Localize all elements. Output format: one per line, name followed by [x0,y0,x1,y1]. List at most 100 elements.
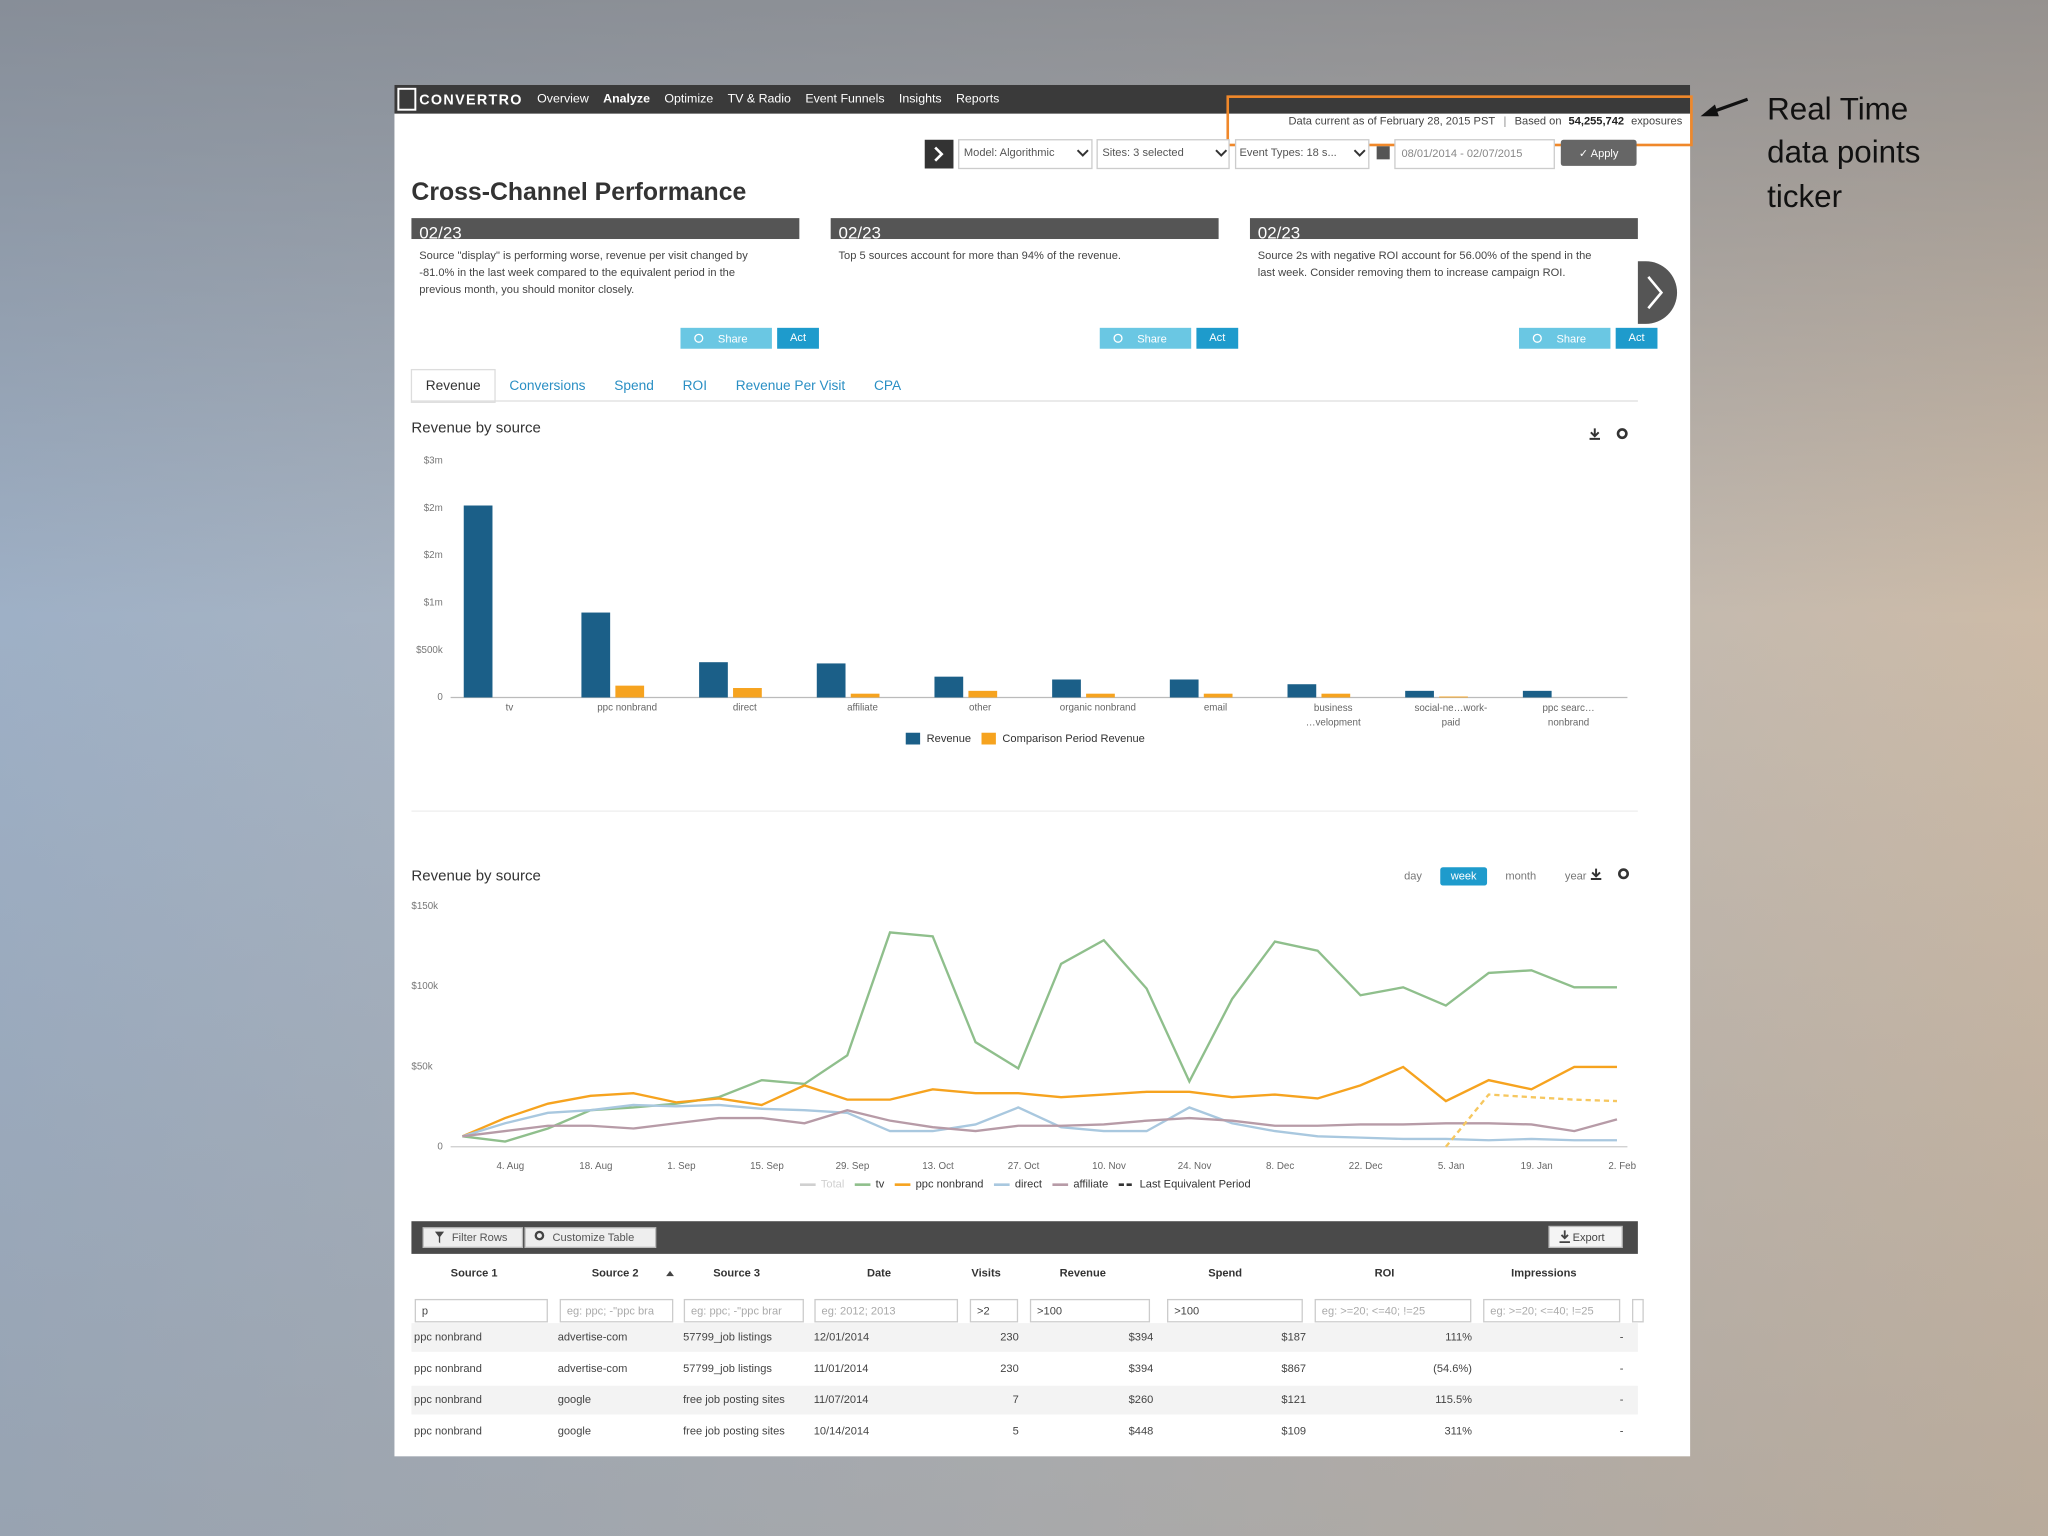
active-tab [410,368,496,403]
cell: - [1620,1331,1624,1343]
cell: (54.6%) [1433,1363,1472,1375]
filter-input[interactable] [1167,1298,1303,1323]
event-select[interactable] [1234,139,1370,170]
settings-icon[interactable] [1618,868,1629,880]
nav-item[interactable]: Overview [537,92,589,106]
model-select[interactable] [958,139,1093,170]
nav-item[interactable]: Event Funnels [805,92,884,106]
card-text: previous month, you should monitor close… [419,284,634,296]
column-header[interactable]: Revenue [1060,1267,1106,1279]
act-button[interactable] [1196,327,1239,349]
filter-input-text: eg: ppc; -"ppc bra [567,1305,655,1317]
act-label: Act [790,332,806,344]
tab[interactable]: Revenue Per Visit [736,378,846,393]
x-tick-label: 4. Aug [496,1161,524,1172]
column-header[interactable]: Visits [971,1267,1000,1279]
column-header[interactable]: Source 3 [713,1267,760,1279]
x-tick-label: social-ne…work-paid [1414,703,1487,728]
card-text: Source "display" is performing worse, re… [419,250,748,262]
filter-label: Filter Rows [452,1232,508,1244]
column-header[interactable]: ROI [1375,1267,1395,1279]
share-button[interactable] [1099,327,1192,349]
cell: 230 [1000,1331,1019,1343]
filter-input[interactable] [559,1298,674,1323]
column-header[interactable]: Spend [1208,1267,1242,1279]
filter-input[interactable] [414,1298,548,1323]
download-icon[interactable] [1590,868,1602,880]
ticker-date: Data current as of February 28, 2015 PST [1289,115,1496,127]
filter-input[interactable] [814,1298,959,1323]
nav-item[interactable]: Optimize [664,92,713,106]
customize-button[interactable] [524,1227,657,1248]
nav-item[interactable]: TV & Radio [728,92,791,106]
page-title: Cross-Channel Performance [411,179,746,206]
tab[interactable]: CPA [874,378,902,393]
card-text: Top 5 sources account for more than 94% … [839,250,1121,262]
period-button[interactable]: month [1505,870,1536,882]
act-button[interactable] [1615,327,1658,349]
card-header [830,218,1219,240]
cell: $394 [1129,1331,1154,1343]
apply-button-label: ✓ Apply [1579,148,1619,160]
toggle-button[interactable] [924,139,954,169]
nav-item[interactable]: Reports [956,92,999,106]
period-button[interactable]: year [1565,870,1587,882]
filter-input-text: >2 [977,1305,990,1317]
apply-button[interactable] [1560,139,1637,166]
x-tick-label: 5. Jan [1438,1161,1465,1172]
column-header[interactable]: Date [867,1267,891,1279]
logo: CONVERTRO [419,92,522,108]
next-insight[interactable] [1637,261,1678,324]
date-range[interactable] [1394,139,1555,170]
y-tick-label: $150k [411,901,438,912]
download-icon[interactable] [1589,428,1600,440]
calendar-icon [1376,146,1390,160]
column-header[interactable]: Source 2 [592,1267,639,1279]
filter-button[interactable] [422,1227,524,1248]
nav-item[interactable]: Insights [899,92,942,106]
tab[interactable]: Conversions [509,378,585,393]
filter-input-text: eg: >=20; <=40; !=25 [1322,1305,1425,1317]
bar [1321,693,1351,698]
filter-input[interactable] [683,1298,804,1323]
x-tick-label: other [969,703,992,714]
nav-item[interactable]: Analyze [603,92,650,106]
settings-icon[interactable] [1616,428,1628,440]
cell: 12/01/2014 [814,1331,870,1343]
sort-icon [666,1270,674,1277]
period-button[interactable]: day [1404,870,1422,882]
column-header[interactable]: Impressions [1511,1267,1576,1279]
tab[interactable]: Spend [614,378,654,393]
x-tick-label: 2. Feb [1608,1161,1636,1172]
period-button[interactable]: week [1450,870,1477,882]
filter-input[interactable] [1483,1298,1621,1323]
x-tick-label: business …velopment [1306,703,1361,728]
sites-select[interactable] [1096,139,1230,170]
export-icon [1559,1230,1570,1244]
filter-input[interactable] [1314,1298,1472,1323]
act-button[interactable] [777,327,819,349]
cell: 57799_job listings [683,1363,772,1375]
x-tick-label: 15. Sep [750,1161,784,1172]
cell: google [558,1394,591,1406]
tab[interactable]: ROI [683,378,707,393]
x-tick-label: email [1204,703,1227,714]
x-tick-label: 18. Aug [579,1161,612,1172]
filter-input[interactable] [969,1298,1019,1323]
share-button[interactable] [1519,327,1611,349]
tab[interactable]: Revenue [426,378,481,393]
toggle-icon [934,146,944,162]
filter-input[interactable] [1029,1298,1151,1323]
legend-label: Last Equivalent Period [1140,1179,1251,1191]
cell: 230 [1000,1363,1019,1375]
cell: $187 [1281,1331,1306,1343]
column-header[interactable]: Source 1 [451,1267,498,1279]
cell: advertise-com [558,1363,628,1375]
share-button[interactable] [680,327,772,349]
card-date: 02/23 [1258,223,1300,242]
cell: $260 [1129,1394,1154,1406]
cell: $448 [1129,1425,1154,1437]
cell: advertise-com [558,1331,628,1343]
x-tick-label: direct [733,703,757,714]
card-text: last week. Consider removing them to inc… [1258,267,1566,279]
